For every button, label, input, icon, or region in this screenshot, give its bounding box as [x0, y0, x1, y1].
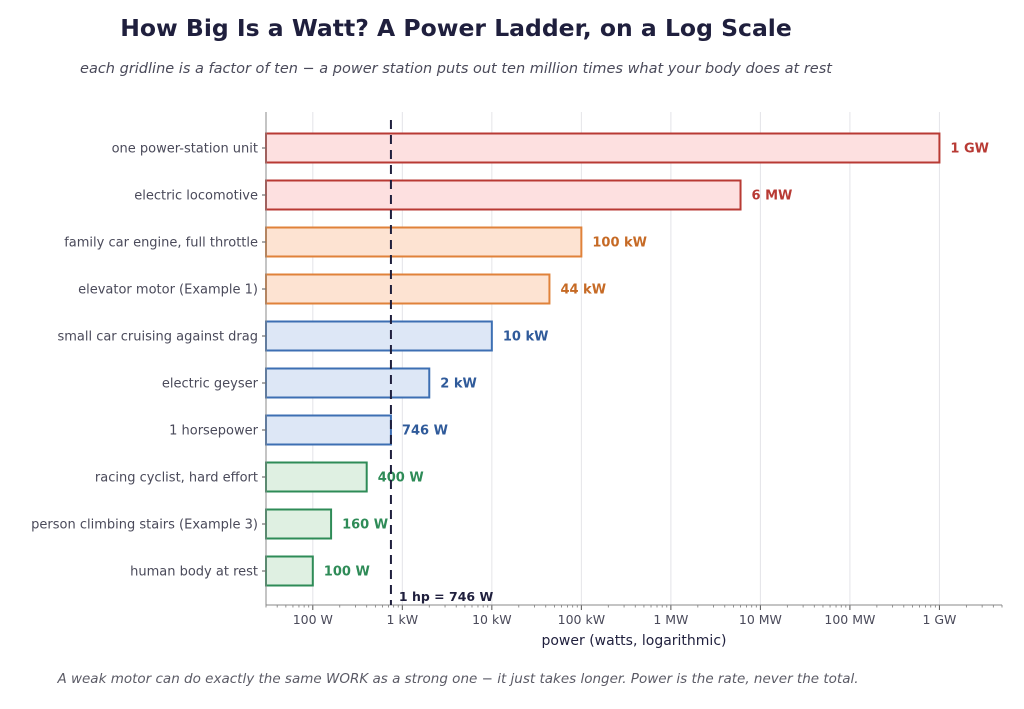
value-label: 400 W	[378, 471, 424, 486]
x-tick-label: 100 MW	[824, 612, 875, 627]
x-tick-label: 100 kW	[558, 612, 605, 627]
category-label: elevator motor (Example 1)	[78, 283, 258, 298]
category-label: one power-station unit	[112, 142, 258, 157]
bar	[265, 555, 314, 587]
chart-subtitle: each gridline is a factor of ten − a pow…	[80, 61, 832, 77]
category-label: racing cyclist, hard effort	[95, 471, 258, 486]
category-label: person climbing stairs (Example 3)	[31, 518, 258, 533]
category-label: 1 horsepower	[169, 424, 259, 439]
category-label: electric geyser	[162, 377, 259, 392]
value-label: 1 GW	[950, 142, 989, 157]
value-label: 100 kW	[592, 236, 647, 251]
bar	[265, 179, 742, 211]
bar	[265, 367, 431, 399]
x-tick-label: 10 MW	[739, 612, 782, 627]
bars	[265, 132, 941, 587]
category-label: family car engine, full throttle	[64, 236, 258, 251]
category-label: small car cruising against drag	[57, 330, 258, 345]
category-label: human body at rest	[130, 565, 258, 580]
footnote: A weak motor can do exactly the same WOR…	[57, 671, 859, 687]
value-label: 10 kW	[503, 330, 549, 345]
axes	[262, 112, 1003, 610]
x-axis-title: power (watts, logarithmic)	[541, 633, 726, 649]
value-label: 2 kW	[440, 377, 477, 392]
bar	[265, 508, 333, 540]
x-tick-label: 1 kW	[387, 612, 419, 627]
value-label: 100 W	[324, 565, 370, 580]
value-label: 746 W	[402, 424, 448, 439]
x-tick-label: 100 W	[293, 612, 333, 627]
reference-line-label: 1 hp = 746 W	[399, 589, 494, 604]
bar	[265, 226, 583, 258]
x-tick-label: 10 kW	[472, 612, 511, 627]
labels: 100 W 1 kW 10 kW 100 kW 1 MW 10 MW 100 MW 1 GW o…	[31, 120, 989, 627]
bar	[265, 273, 551, 305]
bar	[265, 132, 941, 164]
chart-title: How Big Is a Watt? A Power Ladder, on a …	[120, 14, 792, 42]
bar	[265, 461, 368, 493]
bar	[265, 320, 493, 352]
x-tick-label: 1 MW	[653, 612, 688, 627]
category-label: electric locomotive	[134, 189, 258, 204]
x-tick-label: 1 GW	[922, 612, 956, 627]
bar	[265, 414, 392, 446]
value-label: 44 kW	[560, 283, 606, 298]
value-label: 6 MW	[752, 189, 793, 204]
value-label: 160 W	[342, 518, 388, 533]
